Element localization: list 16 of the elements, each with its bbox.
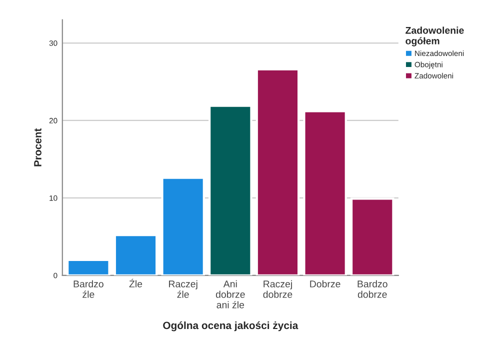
bar — [303, 110, 347, 276]
x-tick-label: Bardzo dobrze — [358, 280, 388, 298]
bar — [208, 104, 252, 276]
x-tick-label: Bardzo źle — [74, 280, 104, 298]
legend-title: Zadowolenie ogółem — [406, 26, 464, 46]
y-axis-title: Procent — [34, 128, 42, 166]
x-tick-label: Ani dobrze ani źle — [216, 280, 245, 308]
x-axis-title: Ogólna ocena jakości życia — [163, 321, 298, 332]
x-tick-label: Źle — [129, 278, 142, 288]
bar — [114, 234, 158, 276]
x-tick-label: Dobrze — [310, 280, 340, 288]
bar — [256, 68, 300, 276]
bar — [161, 176, 205, 276]
x-tick-label: Raczej dobrze — [263, 280, 292, 298]
bar — [350, 198, 394, 276]
x-tick-label: Raczej źle — [169, 280, 198, 298]
